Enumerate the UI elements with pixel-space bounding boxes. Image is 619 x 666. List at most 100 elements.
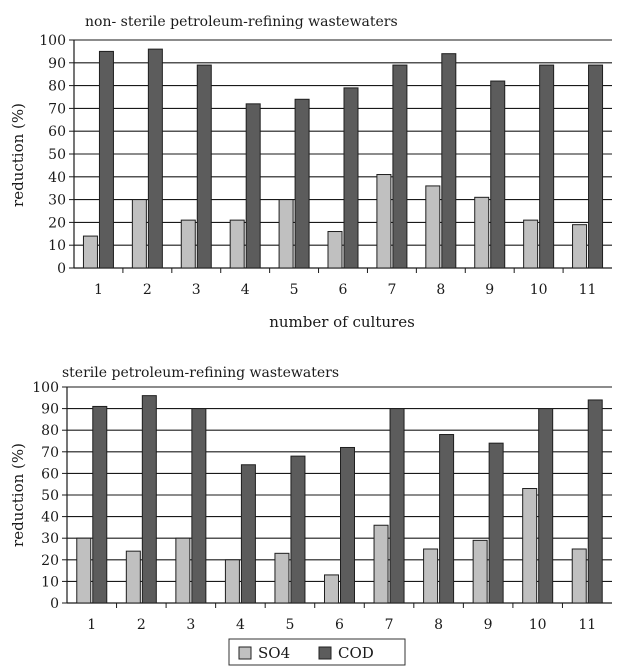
bottom-chart-bar-so4	[571, 548, 587, 604]
top-chart-bar-so4	[82, 235, 98, 269]
top-chart-y-tick-label: 10	[48, 238, 66, 254]
top-chart-bar-cod	[441, 53, 457, 269]
top-chart-x-tick-label: 8	[436, 282, 445, 298]
bottom-chart-bar-cod	[141, 395, 157, 604]
top-chart-x-tick-label: 11	[579, 282, 597, 298]
top-chart-y-tick-label: 70	[48, 101, 66, 117]
top-chart-bar-cod	[196, 64, 212, 269]
top-chart-bar-cod	[539, 64, 555, 269]
bottom-chart-x-tick-label: 9	[484, 617, 493, 633]
legend-swatch-cod	[318, 646, 332, 660]
bottom-chart-x-tick-label: 8	[434, 617, 443, 633]
top-chart-x-axis-label: number of cultures	[269, 313, 415, 331]
bottom-chart-y-tick-label: 10	[41, 574, 59, 590]
top-chart-x-tick-label: 9	[485, 282, 494, 298]
bottom-chart-bar-so4	[324, 574, 339, 604]
top-chart-bar-so4	[229, 219, 245, 269]
bottom-chart-bar-cod	[340, 446, 355, 604]
top-chart-y-tick-label: 80	[48, 79, 66, 95]
bottom-chart-bar-so4	[76, 537, 92, 604]
top-chart-y-tick-label: 50	[48, 147, 66, 163]
bottom-chart-y-tick-label: 100	[32, 380, 59, 396]
bottom-chart-bar-cod	[488, 442, 504, 604]
legend-label-cod: COD	[338, 644, 374, 662]
top-chart-y-tick-label: 90	[48, 56, 66, 72]
bottom-chart-title: sterile petroleum-refining wastewaters	[62, 365, 339, 381]
top-chart-bar-so4	[131, 199, 147, 269]
bottom-chart-y-tick-label: 80	[41, 423, 59, 439]
bottom-chart-x-tick-label: 6	[335, 617, 344, 633]
top-chart-y-axis-label: reduction (%)	[9, 103, 27, 207]
top-chart-bar-cod	[490, 80, 506, 269]
top-chart-y-tick-label: 0	[57, 261, 66, 277]
top-chart-bar-cod	[392, 64, 408, 269]
top-chart-y-tick-label: 20	[48, 215, 66, 231]
bottom-chart-y-tick-label: 40	[41, 510, 59, 526]
bottom-chart-bar-cod	[587, 399, 603, 604]
top-chart-title: non- sterile petroleum-refining wastewat…	[85, 14, 398, 30]
bottom-chart-bar-cod	[290, 455, 306, 604]
bottom-chart-bar-so4	[522, 488, 538, 604]
top-chart-bar-so4	[474, 196, 490, 269]
top-chart-y-tick-label: 40	[48, 170, 66, 186]
top-chart-bar-so4	[425, 185, 441, 269]
bottom-chart-bar-so4	[175, 537, 191, 604]
bottom-chart-y-tick-label: 0	[50, 596, 59, 612]
legend-box	[228, 638, 406, 666]
bottom-chart-y-tick-label: 70	[41, 445, 59, 461]
top-chart-x-tick-label: 1	[94, 282, 103, 298]
bottom-chart-y-tick-label: 50	[41, 488, 59, 504]
top-chart-y-tick-label: 60	[48, 124, 66, 140]
bottom-chart-bar-cod	[439, 434, 455, 604]
bottom-chart-x-tick-label: 10	[529, 617, 547, 633]
top-chart-bar-cod	[588, 64, 604, 269]
bottom-chart-bar-cod	[240, 464, 256, 604]
bottom-chart-x-tick-label: 3	[186, 617, 195, 633]
bottom-chart-plot: 0 10 20 30 40 50 60 70 80 90 100 1 2 3 4 5 6 7 8 9 10 11	[32, 380, 612, 633]
bottom-chart-bar-cod	[191, 408, 207, 604]
top-chart-x-tick-label: 2	[143, 282, 152, 298]
bottom-chart-bar-cod	[92, 405, 108, 604]
top-chart-bar-cod	[98, 50, 114, 269]
bottom-chart-x-tick-label: 7	[385, 617, 394, 633]
top-chart-plot: 0 10 20 30 40 50 60 70 80 90 100 1 2 3 4 5 6 7 8 9 10 11	[39, 33, 612, 298]
bottom-chart-y-tick-label: 30	[41, 531, 59, 547]
bottom-chart-bar-so4	[274, 552, 290, 604]
top-chart-bar-so4	[180, 219, 196, 269]
legend: SO4 COD	[228, 638, 406, 666]
top-chart-x-tick-label: 4	[241, 282, 250, 298]
bottom-chart-y-tick-label: 90	[41, 402, 59, 418]
top-chart-x-tick-label: 10	[530, 282, 548, 298]
top-chart-bar-so4	[278, 199, 294, 269]
bottom-chart-bar-cod	[389, 408, 405, 604]
top-chart-y-tick-label: 100	[39, 33, 66, 49]
top-chart-x-tick-label: 3	[192, 282, 201, 298]
bottom-chart-x-tick-label: 11	[578, 617, 596, 633]
top-chart-x-tick-label: 5	[290, 282, 299, 298]
bottom-chart-x-tick-label: 4	[236, 617, 245, 633]
legend-label-so4: SO4	[258, 644, 290, 662]
bottom-chart-x-tick-label: 1	[87, 617, 96, 633]
top-chart-bar-so4	[523, 219, 539, 269]
bottom-chart-bar-so4	[125, 550, 141, 604]
bottom-chart-bar-so4	[224, 559, 240, 604]
bottom-chart-bar-so4	[423, 548, 439, 604]
top-chart-bar-cod	[343, 87, 359, 269]
bottom-chart-x-tick-label: 5	[285, 617, 294, 633]
bottom-chart-bar-cod	[538, 408, 554, 604]
bottom-chart-x-tick-label: 2	[137, 617, 146, 633]
top-chart-x-tick-label: 7	[387, 282, 396, 298]
top-chart-y-tick-label: 30	[48, 193, 66, 209]
bottom-chart-y-axis-label: reduction (%)	[9, 443, 27, 547]
top-chart-bar-so4	[376, 174, 392, 269]
top-chart-bar-cod	[147, 48, 163, 269]
bottom-chart-y-tick-label: 60	[41, 466, 59, 482]
top-chart-bar-so4	[572, 224, 588, 269]
bottom-chart-y-tick-label: 20	[41, 553, 59, 569]
top-chart-bar-so4	[327, 231, 343, 269]
top-chart-bar-cod	[294, 98, 310, 269]
bottom-chart-bar-so4	[472, 539, 488, 604]
top-chart-bar-cod	[245, 103, 261, 269]
legend-swatch-so4	[238, 646, 252, 660]
